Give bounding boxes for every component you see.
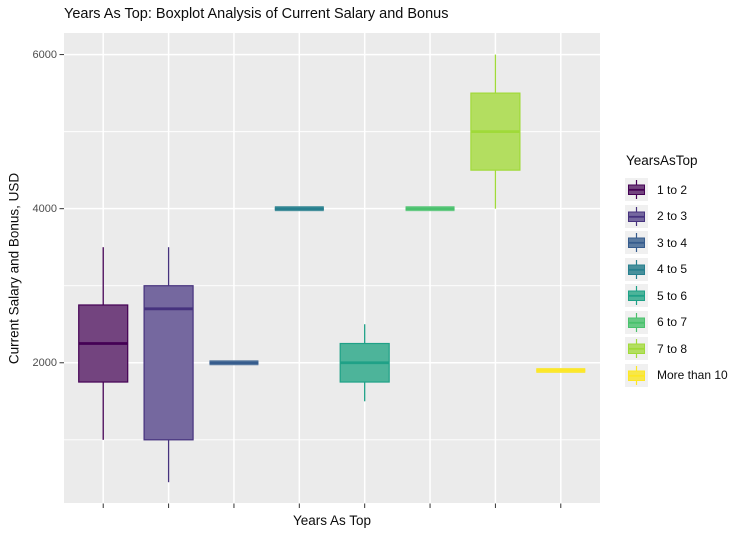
boxplot-key-icon [625, 363, 648, 387]
legend-item: 5 to 6 [625, 284, 750, 307]
boxplot-key-icon [625, 257, 648, 281]
legend-item-label: 6 to 7 [657, 315, 688, 329]
boxplot-key-icon [625, 231, 648, 254]
boxplot-key-icon [625, 310, 648, 334]
legend-item: More than 10 [625, 363, 750, 387]
legend-item-label: 1 to 2 [657, 182, 688, 197]
boxplot-key-icon [625, 204, 648, 228]
legend: YearsAsTop 1 to 2 2 to 3 3 to 4 4 to 5 5… [625, 153, 750, 390]
boxplot-key-icon [625, 284, 648, 307]
legend-item-label: 7 to 8 [657, 341, 688, 356]
legend-item-label: 5 to 6 [657, 288, 688, 303]
legend-item-label: 2 to 3 [657, 209, 688, 223]
y-axis-title: Current Salary and Bonus, USD [6, 172, 22, 365]
boxplot-key-icon [625, 337, 648, 360]
boxplot-2-to-3-box [143, 285, 194, 441]
legend-item: 2 to 3 [625, 204, 750, 228]
legend-item: 3 to 4 [625, 231, 750, 254]
legend-item-label: More than 10 [657, 368, 728, 382]
legend-item: 1 to 2 [625, 178, 750, 201]
y-tick-label-4000: 4000 [32, 203, 57, 215]
legend-item-label: 4 to 5 [657, 262, 688, 276]
legend-title: YearsAsTop [626, 153, 698, 168]
boxplot-key-icon [625, 178, 648, 201]
legend-item: 7 to 8 [625, 337, 750, 360]
legend-item-label: 3 to 4 [657, 235, 688, 250]
x-axis-title: Years As Top [292, 513, 372, 528]
chart-title: Years As Top: Boxplot Analysis of Curren… [64, 6, 449, 22]
legend-item: 4 to 5 [625, 257, 750, 281]
y-tick-label-2000: 2000 [32, 357, 57, 369]
legend-item: 6 to 7 [625, 310, 750, 334]
y-tick-label-6000: 6000 [32, 49, 57, 61]
